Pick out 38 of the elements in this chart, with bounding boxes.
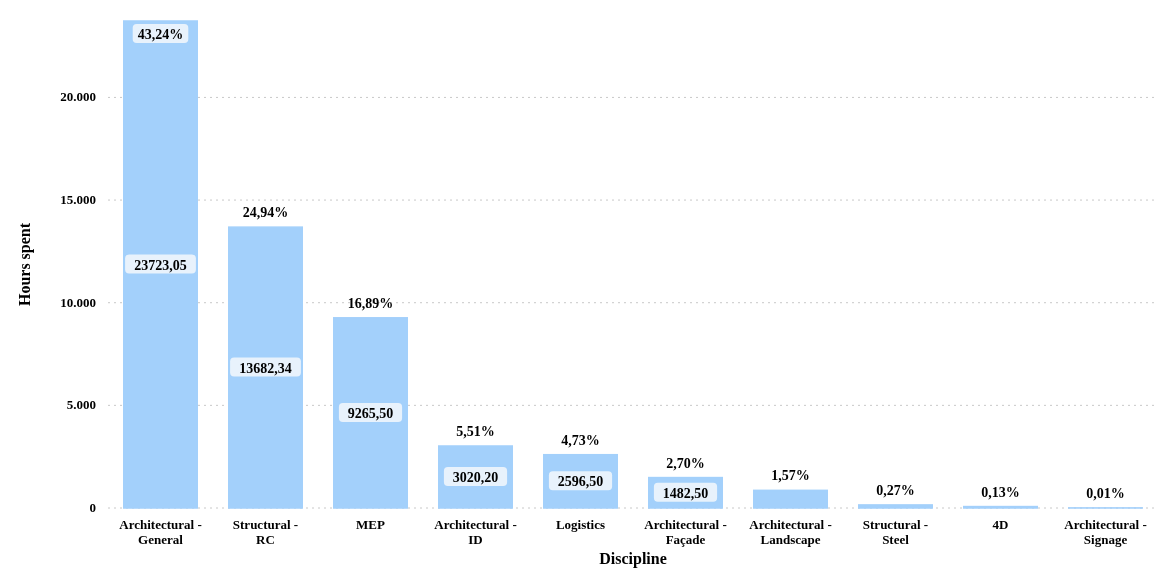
y-tick-label: 20.000 bbox=[60, 89, 96, 105]
data-label: 13682,34 bbox=[239, 360, 292, 376]
y-tick-label: 5.000 bbox=[66, 397, 96, 413]
data-label: 23723,05 bbox=[134, 257, 187, 273]
data-label: 2596,50 bbox=[557, 474, 604, 490]
x-tick-label: Structural - Steel bbox=[862, 517, 929, 547]
data-label: 3020,20 bbox=[452, 470, 499, 485]
bar bbox=[228, 226, 303, 509]
x-axis-title: Discipline bbox=[599, 550, 667, 568]
bar bbox=[753, 489, 828, 509]
data-label: 1482,50 bbox=[662, 485, 709, 501]
annotation: 16,89% bbox=[347, 295, 394, 311]
x-tick-label: Architectural - Signage bbox=[1064, 517, 1147, 547]
annotation: 2,70% bbox=[666, 455, 705, 471]
data-label: 9265,50 bbox=[347, 405, 394, 421]
annotation: 43,24% bbox=[137, 27, 184, 42]
y-tick-label: 0 bbox=[89, 500, 96, 515]
annotation: 1,57% bbox=[771, 468, 810, 484]
x-tick-label: Architectural - General bbox=[119, 517, 202, 547]
annotation: 0,27% bbox=[876, 482, 915, 498]
annotation: 0,01% bbox=[1086, 485, 1125, 501]
x-tick-label: 4D bbox=[992, 517, 1009, 532]
x-tick-label: Architectural - ID bbox=[434, 517, 517, 547]
x-tick-label: Architectural - Façade bbox=[644, 517, 727, 547]
annotation: 4,73% bbox=[561, 432, 600, 448]
x-tick-label: MEP bbox=[356, 517, 385, 532]
annotation: 5,51% bbox=[456, 424, 495, 439]
y-tick-label: 10.000 bbox=[60, 294, 96, 310]
annotation: 0,13% bbox=[981, 484, 1020, 500]
bar bbox=[123, 20, 198, 509]
x-tick-label: Logistics bbox=[555, 517, 606, 532]
x-tick-label: Structural - RC bbox=[232, 517, 299, 547]
bar bbox=[333, 317, 408, 509]
y-axis-title: Hours spent bbox=[16, 222, 34, 307]
y-tick-label: 15.000 bbox=[60, 192, 96, 208]
annotation: 24,94% bbox=[242, 205, 289, 221]
bar bbox=[858, 504, 933, 509]
x-tick-label: Architectural - Landscape bbox=[749, 517, 832, 547]
